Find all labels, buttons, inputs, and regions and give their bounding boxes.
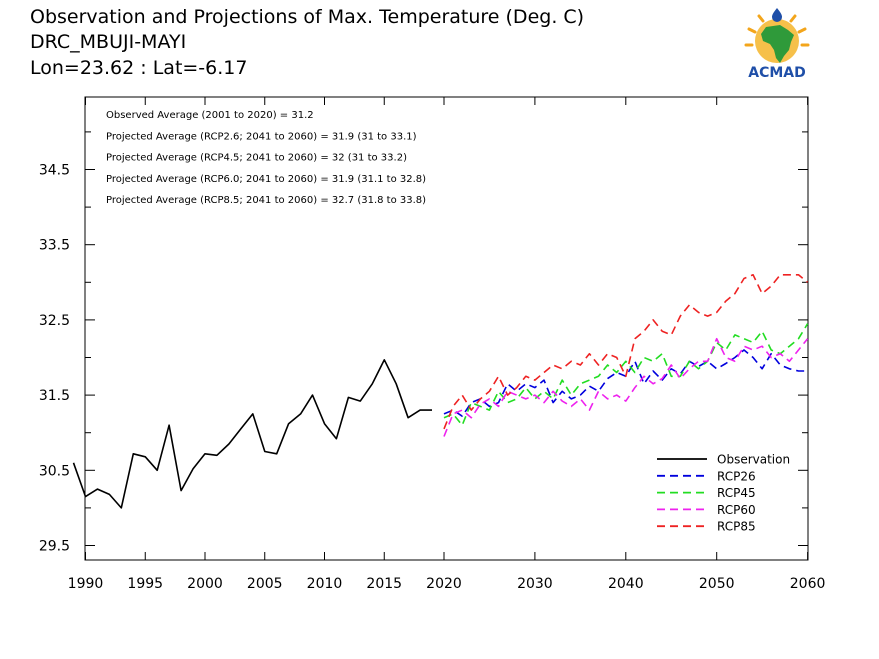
series-line-rcp60 [443,337,809,437]
x-axis-tick-labels: 1990 1995 2000 2005 2010 2015 2020 2030 2040 2050… [68,576,826,592]
series-line-rcp85 [443,273,809,430]
plot-frame [84,96,809,561]
coordinates-readout: Lon=23.62 : Lat=-6.17 [30,57,248,79]
acmad-logo-text: ACMAD [748,65,806,81]
africa-map-sun-logo-icon [744,8,810,63]
legend-label: Observation [717,453,790,467]
axis-ticks [85,97,809,560]
series-line-observation [72,358,432,509]
acmad-logo: ACMAD [736,8,818,84]
x-tick-label: 2000 [187,576,223,592]
x-tick-label: 2040 [608,576,644,592]
y-tick-label: 33.5 [39,238,70,254]
average-annotation: Projected Average (RCP4.5; 2041 to 2060)… [106,153,407,164]
x-tick-label: 2050 [699,576,735,592]
average-annotation: Projected Average (RCP8.5; 2041 to 2060)… [106,195,426,206]
average-annotation: Projected Average (RCP2.6; 2041 to 2060)… [106,131,417,142]
y-tick-label: 32.5 [39,313,70,329]
y-tick-label: 29.5 [39,539,70,555]
average-annotation: Observed Average (2001 to 2020) = 31.2 [106,110,314,121]
x-tick-label: 2015 [366,576,402,592]
x-tick-label: 2005 [247,576,283,592]
y-tick-label: 31.5 [39,388,70,404]
x-tick-label: 1990 [68,576,104,592]
station-name: DRC_MBUJI-MAYI [30,31,187,53]
legend-label: RCP26 [717,469,756,483]
legend-label: RCP45 [717,486,756,500]
x-tick-label: 2030 [517,576,553,592]
chart-title: Observation and Projections of Max. Temp… [30,6,585,28]
y-axis-tick-labels: 29.5 30.5 31.5 32.5 33.5 34.5 [39,163,70,555]
average-annotation: Projected Average (RCP6.0; 2041 to 2060)… [106,174,426,185]
x-tick-label: 1995 [127,576,163,592]
x-tick-label: 2060 [790,576,826,592]
chart-legend: Observation RCP26 RCP45 RCP60 RCP85 [657,453,790,534]
series-lines [72,273,809,509]
legend-label: RCP85 [717,520,756,534]
legend-label: RCP60 [717,503,756,517]
y-tick-label: 30.5 [39,463,70,479]
x-tick-label: 2020 [426,576,462,592]
y-tick-label: 34.5 [39,163,70,179]
x-tick-label: 2010 [307,576,343,592]
average-annotations: Observed Average (2001 to 2020) = 31.2 Pr… [106,110,426,206]
series-line-rcp45 [443,323,809,427]
